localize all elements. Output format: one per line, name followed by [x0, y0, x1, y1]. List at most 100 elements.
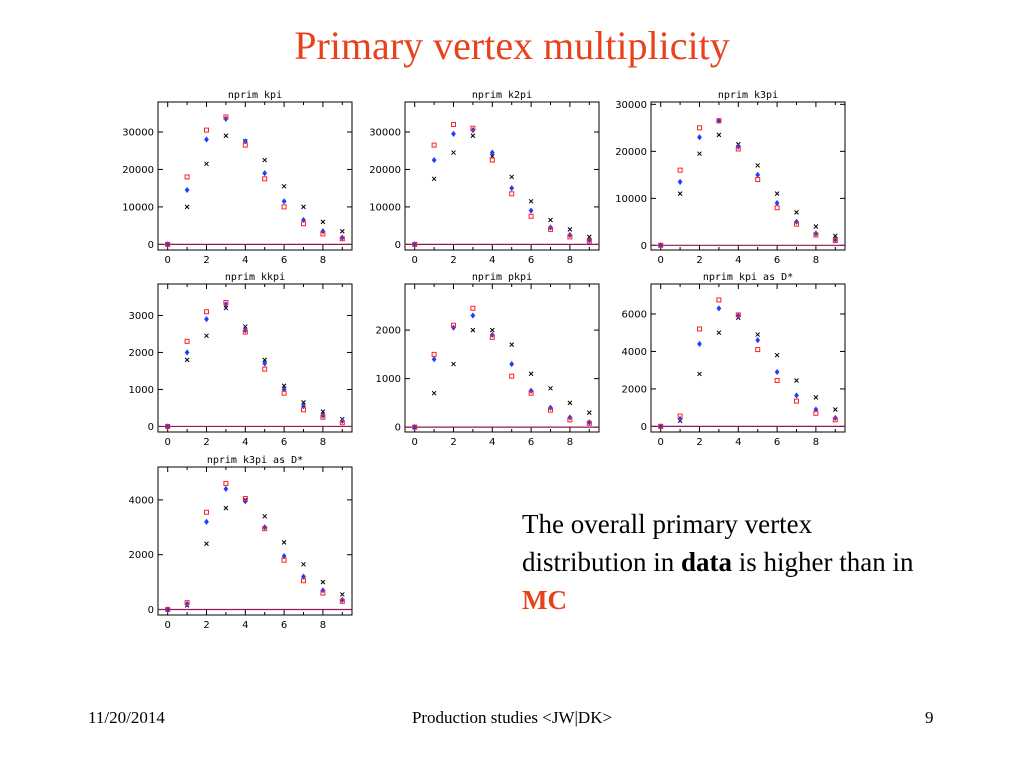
plot-title: nprim k3pi as D*: [207, 455, 303, 466]
x-tick-label: 4: [242, 255, 248, 266]
data-point-red: [451, 322, 456, 328]
plot-frame: [157, 283, 353, 433]
x-tick-label: 0: [658, 255, 664, 266]
data-point-red: [301, 578, 306, 584]
data-point-black: [262, 157, 268, 163]
data-point-blue: [716, 305, 722, 312]
x-tick-label: 2: [696, 255, 702, 266]
conclusion-part1: The overall primary vertex distribution …: [522, 509, 813, 577]
data-point-black: [204, 161, 209, 167]
data-point-black: [528, 371, 534, 377]
data-point-blue: [794, 392, 799, 399]
plot-title: nprim kkpi: [225, 272, 285, 283]
plot-frame: [404, 101, 600, 251]
data-point-red: [184, 338, 190, 344]
data-point-red: [165, 423, 171, 429]
plot-nprim-pkpi: nprim pkpi 0 2 4 6 8 0 1000 2000: [376, 272, 600, 448]
data-point-red: [548, 226, 553, 232]
y-tick-label: 30000: [615, 100, 647, 111]
x-tick-label: 6: [281, 255, 287, 266]
data-point-red: [223, 480, 229, 486]
x-tick-label: 8: [320, 255, 326, 266]
data-point-black: [794, 210, 799, 215]
x-tick-label: 4: [489, 437, 495, 448]
data-point-blue: [774, 199, 780, 207]
x-tick-label: 2: [696, 437, 702, 448]
x-tick-label: 8: [320, 437, 326, 448]
data-point-black: [832, 233, 838, 239]
data-point-red: [281, 204, 287, 210]
plot-frame: [404, 283, 600, 433]
data-point-red: [339, 420, 345, 426]
data-point-black: [320, 219, 326, 225]
data-point-black: [470, 133, 476, 139]
data-point-black: [223, 133, 229, 139]
y-tick-label: 4000: [622, 347, 647, 358]
data-point-red: [262, 526, 268, 532]
x-tick-label: 6: [281, 437, 287, 448]
data-point-blue: [658, 242, 664, 249]
y-tick-label: 30000: [369, 127, 401, 138]
data-point-red: [301, 221, 306, 227]
y-tick-label: 2000: [622, 384, 647, 395]
data-point-blue: [412, 424, 418, 431]
data-point-red: [509, 373, 515, 379]
x-tick-label: 8: [567, 437, 573, 448]
x-tick-label: 2: [203, 437, 209, 448]
x-tick-label: 8: [813, 255, 819, 266]
plot-frame: [157, 101, 353, 251]
data-point-blue: [262, 170, 268, 177]
data-point-blue: [320, 228, 326, 235]
data-point-blue: [262, 524, 268, 531]
data-point-blue: [813, 230, 819, 237]
data-point-blue: [470, 312, 476, 319]
data-point-black: [320, 409, 326, 415]
plot-nprim-k2pi: nprim k2pi 0 2 4 6 8 0 10000 20000 30000: [369, 90, 600, 266]
conclusion-part2: is higher than in: [732, 547, 914, 577]
data-point-blue: [716, 117, 722, 124]
data-point-red: [281, 390, 287, 396]
slide-title: Primary vertex multiplicity: [294, 23, 730, 68]
data-point-blue: [431, 156, 437, 164]
data-point-red: [165, 241, 171, 247]
data-point-red: [320, 414, 326, 420]
data-point-red: [548, 407, 553, 413]
footer-page-number: 9: [925, 708, 934, 727]
data-point-red: [697, 326, 702, 332]
x-tick-label: 4: [242, 437, 248, 448]
data-point-black: [223, 505, 229, 511]
data-point-black: [301, 561, 306, 567]
data-point-red: [755, 347, 761, 353]
data-point-red: [204, 509, 209, 515]
plot-title: nprim k2pi: [472, 90, 532, 101]
plot-frame: [650, 283, 846, 433]
data-point-blue: [204, 316, 209, 323]
x-tick-label: 8: [567, 255, 573, 266]
data-point-black: [451, 361, 456, 367]
data-point-black: [489, 327, 495, 333]
data-point-black: [548, 385, 553, 391]
data-point-black: [281, 183, 287, 189]
y-tick-label: 10000: [615, 194, 647, 205]
data-point-black: [204, 541, 209, 547]
data-point-black: [262, 513, 268, 519]
data-point-red: [677, 413, 683, 419]
data-point-red: [204, 309, 209, 315]
x-tick-label: 2: [450, 437, 456, 448]
data-point-red: [470, 305, 476, 311]
data-point-red: [223, 300, 229, 305]
data-point-blue: [509, 360, 515, 368]
y-tick-label: 2000: [376, 326, 401, 337]
data-point-black: [204, 333, 209, 339]
data-point-red: [431, 142, 437, 148]
data-point-black: [451, 150, 456, 155]
data-point-black: [223, 305, 229, 311]
y-tick-label: 3000: [129, 311, 154, 322]
data-point-black: [697, 151, 702, 157]
x-tick-label: 0: [165, 437, 171, 448]
data-point-blue: [339, 596, 345, 604]
data-point-black: [755, 332, 761, 337]
data-point-red: [451, 121, 456, 127]
data-point-blue: [528, 207, 534, 214]
data-point-black: [242, 324, 248, 329]
